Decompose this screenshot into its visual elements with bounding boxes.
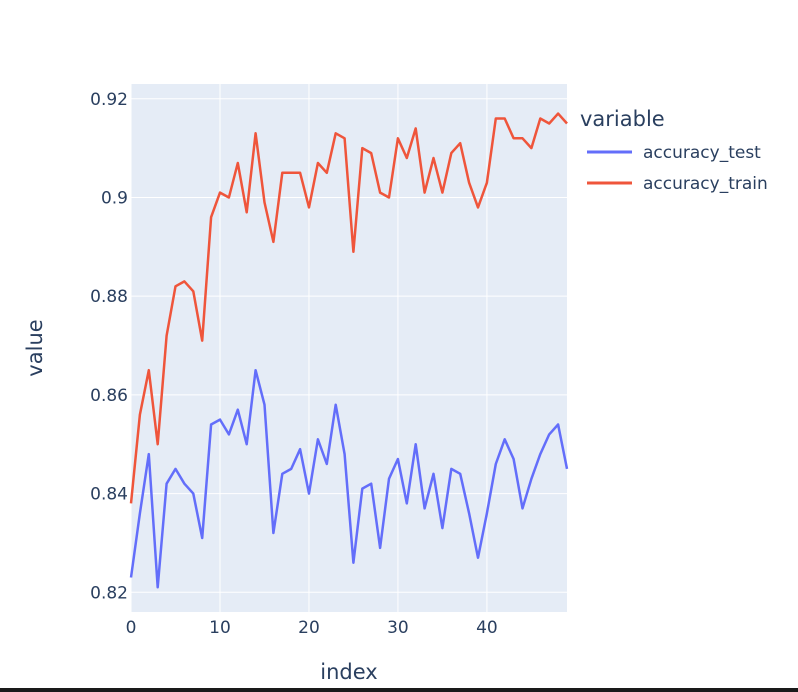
y-tick-label: 0.92 xyxy=(90,90,128,110)
grid-lines xyxy=(130,84,567,612)
y-tick-label: 0.82 xyxy=(90,583,128,603)
series-lines xyxy=(129,112,569,589)
series-line-accuracy-train xyxy=(129,112,568,504)
x-tick-label: 10 xyxy=(209,618,231,638)
x-tick-label: 40 xyxy=(476,618,498,638)
plot-area xyxy=(131,84,567,612)
y-tick-label: 0.9 xyxy=(101,188,128,208)
series-line-accuracy-test xyxy=(129,368,569,589)
legend-label: accuracy_train xyxy=(643,174,768,194)
y-axis-title: value xyxy=(23,319,47,376)
y-tick-label: 0.88 xyxy=(90,287,128,307)
x-tick-label: 0 xyxy=(126,618,137,638)
x-axis-title: index xyxy=(320,660,377,684)
y-tick-label: 0.86 xyxy=(90,386,128,406)
window-bottom-edge xyxy=(0,688,798,692)
tick-labels: 0 10 20 30 40 0.82 0.84 0.86 0.88 0.9 0.92 xyxy=(90,90,498,638)
legend-label: accuracy_test xyxy=(643,143,761,163)
legend-title: variable xyxy=(580,107,665,131)
x-tick-label: 30 xyxy=(387,618,409,638)
legend: variable accuracy_test accuracy_train xyxy=(580,107,768,194)
legend-items: accuracy_test accuracy_train xyxy=(587,143,768,194)
legend-item-accuracy-test[interactable]: accuracy_test xyxy=(587,143,761,163)
x-tick-label: 20 xyxy=(298,618,320,638)
y-tick-label: 0.84 xyxy=(90,485,128,505)
legend-item-accuracy-train[interactable]: accuracy_train xyxy=(587,174,768,194)
